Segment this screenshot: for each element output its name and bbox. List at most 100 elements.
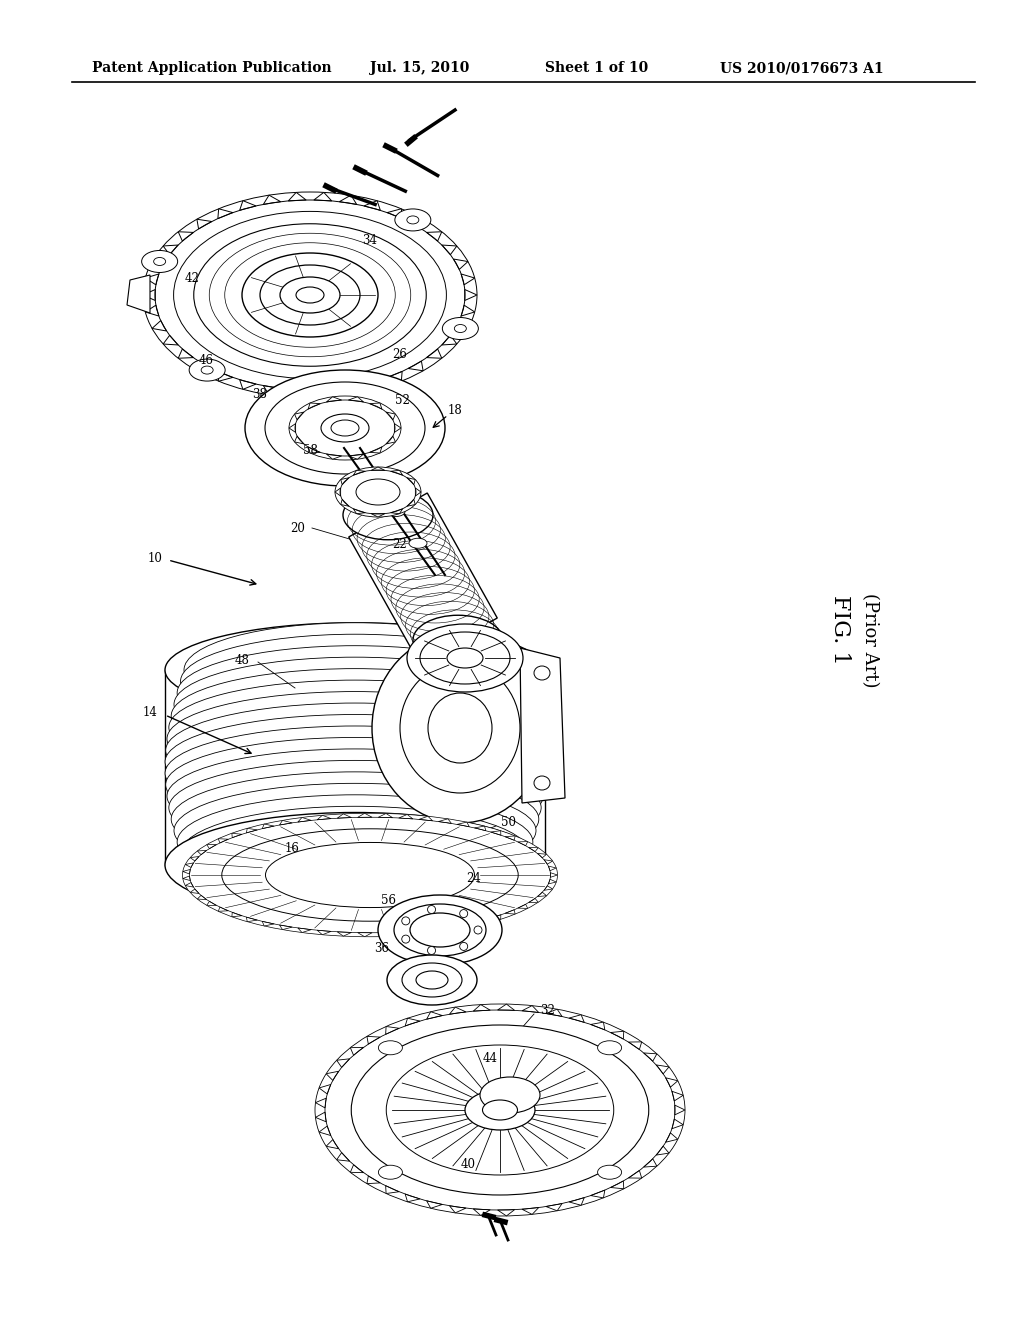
Circle shape [460, 909, 468, 917]
Text: 20: 20 [291, 521, 305, 535]
Ellipse shape [394, 904, 486, 956]
Polygon shape [457, 923, 469, 928]
Ellipse shape [166, 738, 545, 832]
Polygon shape [656, 1065, 669, 1074]
Polygon shape [280, 821, 292, 825]
Polygon shape [190, 890, 199, 894]
Ellipse shape [184, 623, 526, 717]
Ellipse shape [165, 726, 545, 821]
Polygon shape [337, 1059, 349, 1068]
Polygon shape [644, 1053, 656, 1061]
Ellipse shape [177, 645, 532, 741]
Ellipse shape [141, 251, 177, 272]
Ellipse shape [184, 818, 526, 912]
Ellipse shape [395, 209, 431, 231]
Circle shape [428, 946, 435, 954]
Polygon shape [298, 928, 311, 932]
Polygon shape [378, 932, 392, 936]
Polygon shape [544, 886, 553, 890]
Polygon shape [163, 335, 178, 345]
Polygon shape [427, 1201, 442, 1208]
Polygon shape [387, 371, 402, 381]
Polygon shape [364, 201, 380, 210]
Ellipse shape [166, 704, 545, 797]
Polygon shape [528, 899, 539, 903]
Polygon shape [339, 195, 356, 205]
Polygon shape [656, 1146, 669, 1155]
Ellipse shape [260, 265, 360, 325]
Polygon shape [518, 842, 527, 846]
Text: 18: 18 [447, 404, 463, 417]
Text: 42: 42 [184, 272, 200, 285]
Polygon shape [319, 1085, 331, 1094]
Text: 32: 32 [541, 1003, 555, 1016]
Polygon shape [610, 1181, 624, 1189]
Text: 44: 44 [482, 1052, 498, 1064]
Polygon shape [591, 1022, 605, 1030]
Text: 40: 40 [461, 1159, 475, 1172]
Ellipse shape [169, 760, 541, 855]
Polygon shape [371, 467, 385, 470]
Ellipse shape [154, 257, 166, 265]
Polygon shape [231, 833, 242, 838]
Polygon shape [441, 335, 457, 345]
Polygon shape [289, 193, 306, 201]
Ellipse shape [174, 783, 536, 878]
Ellipse shape [465, 1090, 535, 1130]
Text: 16: 16 [285, 842, 299, 854]
Polygon shape [289, 389, 306, 397]
Polygon shape [522, 1006, 539, 1012]
Ellipse shape [189, 359, 225, 381]
Polygon shape [591, 1191, 605, 1197]
Polygon shape [498, 1209, 515, 1216]
Ellipse shape [402, 964, 462, 997]
Ellipse shape [315, 1005, 685, 1216]
Ellipse shape [174, 657, 536, 751]
Polygon shape [549, 879, 556, 884]
Polygon shape [406, 1018, 420, 1026]
Polygon shape [438, 927, 452, 931]
Polygon shape [178, 348, 194, 358]
Circle shape [474, 927, 482, 935]
Ellipse shape [482, 1100, 517, 1119]
Polygon shape [398, 814, 413, 818]
Polygon shape [427, 232, 441, 242]
Ellipse shape [598, 1166, 622, 1179]
Ellipse shape [171, 669, 539, 763]
Ellipse shape [201, 366, 213, 374]
Polygon shape [378, 813, 392, 817]
Ellipse shape [180, 807, 529, 900]
Polygon shape [386, 412, 395, 420]
Ellipse shape [413, 615, 503, 665]
Polygon shape [474, 919, 485, 924]
Ellipse shape [343, 490, 433, 540]
Polygon shape [370, 403, 382, 409]
Polygon shape [190, 857, 199, 861]
Polygon shape [546, 1010, 562, 1016]
Text: 58: 58 [302, 444, 317, 457]
Ellipse shape [372, 634, 548, 822]
Text: (Prior Art): (Prior Art) [861, 593, 879, 688]
Polygon shape [367, 1036, 380, 1044]
Polygon shape [319, 1126, 331, 1135]
Ellipse shape [410, 913, 470, 946]
Polygon shape [407, 499, 416, 507]
Polygon shape [357, 813, 372, 817]
Ellipse shape [480, 1077, 540, 1113]
Polygon shape [666, 1133, 678, 1142]
Text: 34: 34 [362, 234, 378, 247]
Polygon shape [262, 824, 274, 829]
Polygon shape [450, 1007, 466, 1014]
Polygon shape [644, 1159, 656, 1167]
Polygon shape [409, 219, 423, 228]
Polygon shape [313, 193, 332, 201]
Ellipse shape [416, 972, 449, 989]
Polygon shape [454, 259, 468, 269]
Polygon shape [350, 1047, 364, 1055]
Ellipse shape [534, 667, 550, 680]
Ellipse shape [143, 191, 477, 399]
Polygon shape [550, 873, 557, 878]
Text: 36: 36 [375, 941, 389, 954]
Polygon shape [438, 818, 452, 824]
Text: 24: 24 [467, 871, 481, 884]
